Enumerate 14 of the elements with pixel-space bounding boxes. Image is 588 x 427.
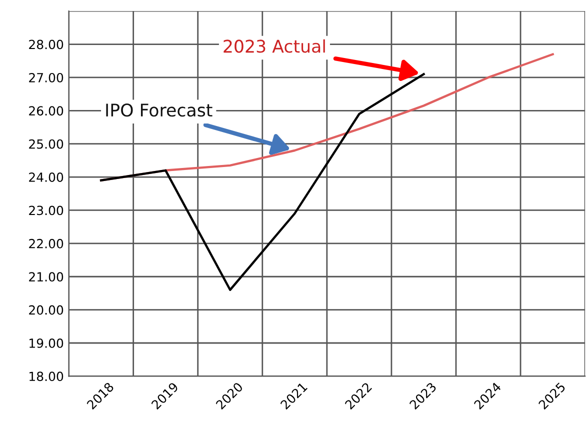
y-tick-label: 24.00 <box>29 172 64 182</box>
y-tick-label: 19.00 <box>30 338 64 348</box>
y-tick-label: 21.00 <box>29 272 64 282</box>
y-tick-label: 26.00 <box>29 106 64 116</box>
y-tick-label: 27.00 <box>29 72 64 82</box>
annotation: IPO Forecast <box>106 104 212 117</box>
y-tick-label: 23.00 <box>29 206 64 216</box>
line-series <box>100 73 425 292</box>
y-tick-label: 18.00 <box>30 372 64 382</box>
annotation: 2023 Actual <box>224 39 325 53</box>
y-tick-label: 20.00 <box>29 305 64 315</box>
y-tick-label: 22.00 <box>29 238 64 248</box>
y-tick-label: 25.00 <box>29 139 64 149</box>
y-tick-label: 28.00 <box>29 40 64 50</box>
